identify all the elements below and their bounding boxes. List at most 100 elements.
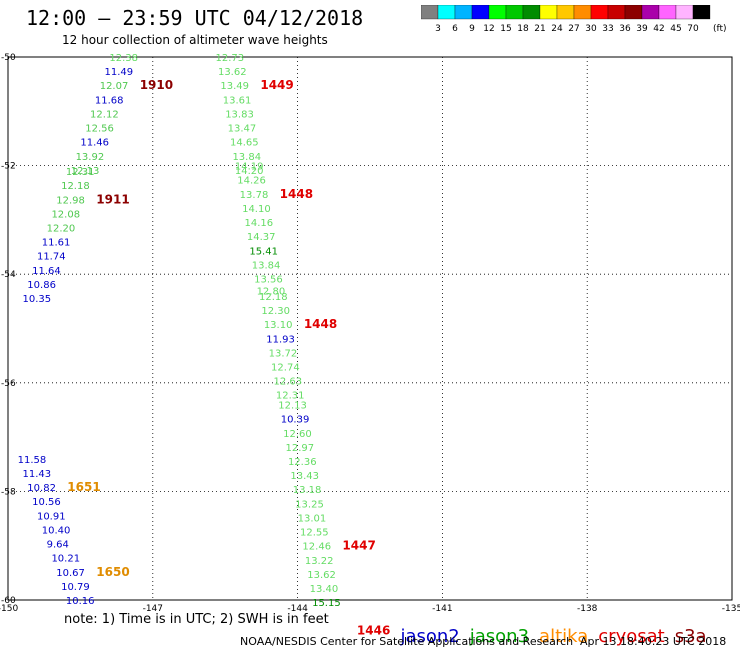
pass-number-label: 1448 bbox=[280, 187, 313, 201]
wave-height-value: 10.21 bbox=[51, 554, 80, 565]
wave-height-value: 12.07 bbox=[100, 81, 129, 92]
wave-height-value: 11.58 bbox=[18, 455, 47, 466]
wave-height-value: 13.18 bbox=[293, 485, 322, 496]
wave-height-value: 12.13 bbox=[278, 401, 307, 412]
wave-height-value: 11.61 bbox=[42, 238, 71, 249]
satellite-altika: altika bbox=[539, 626, 589, 647]
wave-height-value: 14.10 bbox=[242, 204, 271, 215]
pass-number-label: 1447 bbox=[342, 539, 375, 553]
satellite-jason2: jason2 bbox=[400, 626, 460, 647]
satellite-s3a: s3a bbox=[674, 626, 707, 647]
wave-height-value: 13.49 bbox=[220, 81, 249, 92]
wave-height-value: 13.84 bbox=[232, 152, 261, 163]
pass-number-label: 1449 bbox=[260, 78, 293, 92]
wave-height-value: 10.86 bbox=[27, 280, 56, 291]
lat-tick-label: -56 bbox=[1, 379, 16, 389]
lon-tick-label: -144 bbox=[287, 604, 308, 614]
legend-label: 9 bbox=[469, 24, 475, 34]
wave-height-value: 9.64 bbox=[47, 540, 69, 551]
footer-note: note: 1) Time is in UTC; 2) SWH is in fe… bbox=[64, 612, 329, 627]
lat-tick-label: -52 bbox=[1, 162, 16, 172]
legend-label: 33 bbox=[602, 24, 613, 34]
lon-tick-label: -135 bbox=[722, 604, 740, 614]
wave-height-value: 10.39 bbox=[281, 415, 310, 426]
wave-height-value: 13.92 bbox=[76, 152, 105, 163]
pass-number-label: 1448 bbox=[304, 317, 337, 331]
wave-height-value: 14.65 bbox=[230, 138, 259, 149]
wave-height-value: 13.10 bbox=[264, 320, 293, 331]
wave-height-value: 10.67 bbox=[56, 568, 85, 579]
wave-height-value: 13.01 bbox=[298, 513, 327, 524]
wave-height-value: 13.43 bbox=[290, 471, 319, 482]
wave-height-value: 13.22 bbox=[305, 556, 334, 567]
pass-number-label: 1910 bbox=[140, 78, 173, 92]
legend-label: 15 bbox=[500, 24, 511, 34]
pass-number-label: 1446 bbox=[357, 623, 390, 637]
legend-unit: (ft) bbox=[713, 24, 727, 34]
wave-height-value: 12.31 bbox=[66, 167, 95, 178]
lat-tick-label: -58 bbox=[1, 487, 16, 497]
legend-label: 30 bbox=[585, 24, 597, 34]
wave-height-value: 12.18 bbox=[61, 181, 90, 192]
wave-height-value: 11.49 bbox=[105, 67, 134, 78]
wave-height-value: 14.26 bbox=[237, 176, 266, 187]
wave-height-value: 12.56 bbox=[85, 124, 114, 135]
wave-height-value: 10.79 bbox=[61, 582, 90, 593]
legend-label: 18 bbox=[517, 24, 529, 34]
wave-height-value: 11.68 bbox=[95, 95, 124, 106]
pass-number-label: 1651 bbox=[67, 480, 100, 494]
wave-height-value: 11.46 bbox=[80, 138, 109, 149]
wave-height-value: 11.64 bbox=[32, 266, 61, 277]
wave-height-value: 13.78 bbox=[240, 190, 269, 201]
wave-height-value: 13.25 bbox=[295, 499, 324, 510]
credit-text: NOAA/NESDIS Center for Satellite Applica… bbox=[240, 635, 574, 648]
wave-height-value: 10.40 bbox=[42, 525, 71, 536]
wave-height-value: 13.47 bbox=[228, 124, 257, 135]
legend-label: 27 bbox=[568, 24, 579, 34]
legend-label: 24 bbox=[551, 24, 563, 34]
lon-tick-label: -150 bbox=[0, 604, 18, 614]
wave-height-value: 14.19 bbox=[235, 162, 264, 173]
page-title: 12:00 – 23:59 UTC 04/12/2018 bbox=[26, 6, 364, 30]
wave-height-value: 13.83 bbox=[225, 109, 254, 120]
legend-label: 45 bbox=[670, 24, 681, 34]
legend-label: 36 bbox=[619, 24, 631, 34]
timestamp-text: Apr 13 18:40:23 UTC 2018 bbox=[580, 635, 727, 648]
wave-height-value: 13.62 bbox=[307, 570, 336, 581]
wave-height-value: 12.74 bbox=[271, 363, 300, 374]
lat-tick-label: -60 bbox=[1, 596, 16, 606]
wave-height-value: 15.41 bbox=[249, 246, 278, 257]
wave-height-value: 13.84 bbox=[252, 260, 281, 271]
wave-height-value: 12.12 bbox=[90, 109, 119, 120]
satellite-key: jason2 jason3 altika cryosat s3a bbox=[389, 605, 717, 647]
wave-height-value: 15.15 bbox=[312, 598, 341, 609]
wave-height-value: 10.35 bbox=[22, 294, 51, 305]
wave-height-value: 12.98 bbox=[56, 195, 85, 206]
pass-number-label: 1650 bbox=[96, 565, 129, 579]
wave-height-value: 13.61 bbox=[223, 95, 252, 106]
wave-height-value: 14.37 bbox=[247, 232, 276, 243]
wave-height-value: 13.72 bbox=[269, 348, 298, 359]
wave-height-value: 10.56 bbox=[32, 497, 61, 508]
wave-height-value: 12.36 bbox=[288, 457, 317, 468]
wave-height-value: 14.16 bbox=[245, 218, 274, 229]
legend-label: 21 bbox=[534, 24, 545, 34]
wave-height-value: 11.74 bbox=[37, 252, 66, 263]
wave-height-value: 12.55 bbox=[300, 528, 329, 539]
wave-height-value: 11.93 bbox=[266, 334, 295, 345]
wave-height-value: 10.91 bbox=[37, 511, 66, 522]
wave-height-value: 12.46 bbox=[302, 542, 331, 553]
pass-number-label: 1911 bbox=[96, 192, 129, 206]
lon-tick-label: -141 bbox=[432, 604, 452, 614]
wave-height-value: 12.13 bbox=[71, 166, 100, 177]
wave-height-value: 12.80 bbox=[257, 286, 286, 297]
map-frame bbox=[7, 56, 733, 601]
satellite-cryosat: cryosat bbox=[598, 626, 665, 647]
wave-height-value: 12.97 bbox=[286, 443, 315, 454]
wave-height-value: 12.30 bbox=[261, 306, 290, 317]
wave-height-value: 10.16 bbox=[66, 596, 95, 607]
wave-height-value: 12.60 bbox=[283, 429, 312, 440]
page-subtitle: 12 hour collection of altimeter wave hei… bbox=[62, 33, 328, 47]
wave-height-color-scale: 3 6 9 12 15 18 21 24 27 30 33 36 39 42 45 70 (ft) bbox=[421, 5, 727, 34]
